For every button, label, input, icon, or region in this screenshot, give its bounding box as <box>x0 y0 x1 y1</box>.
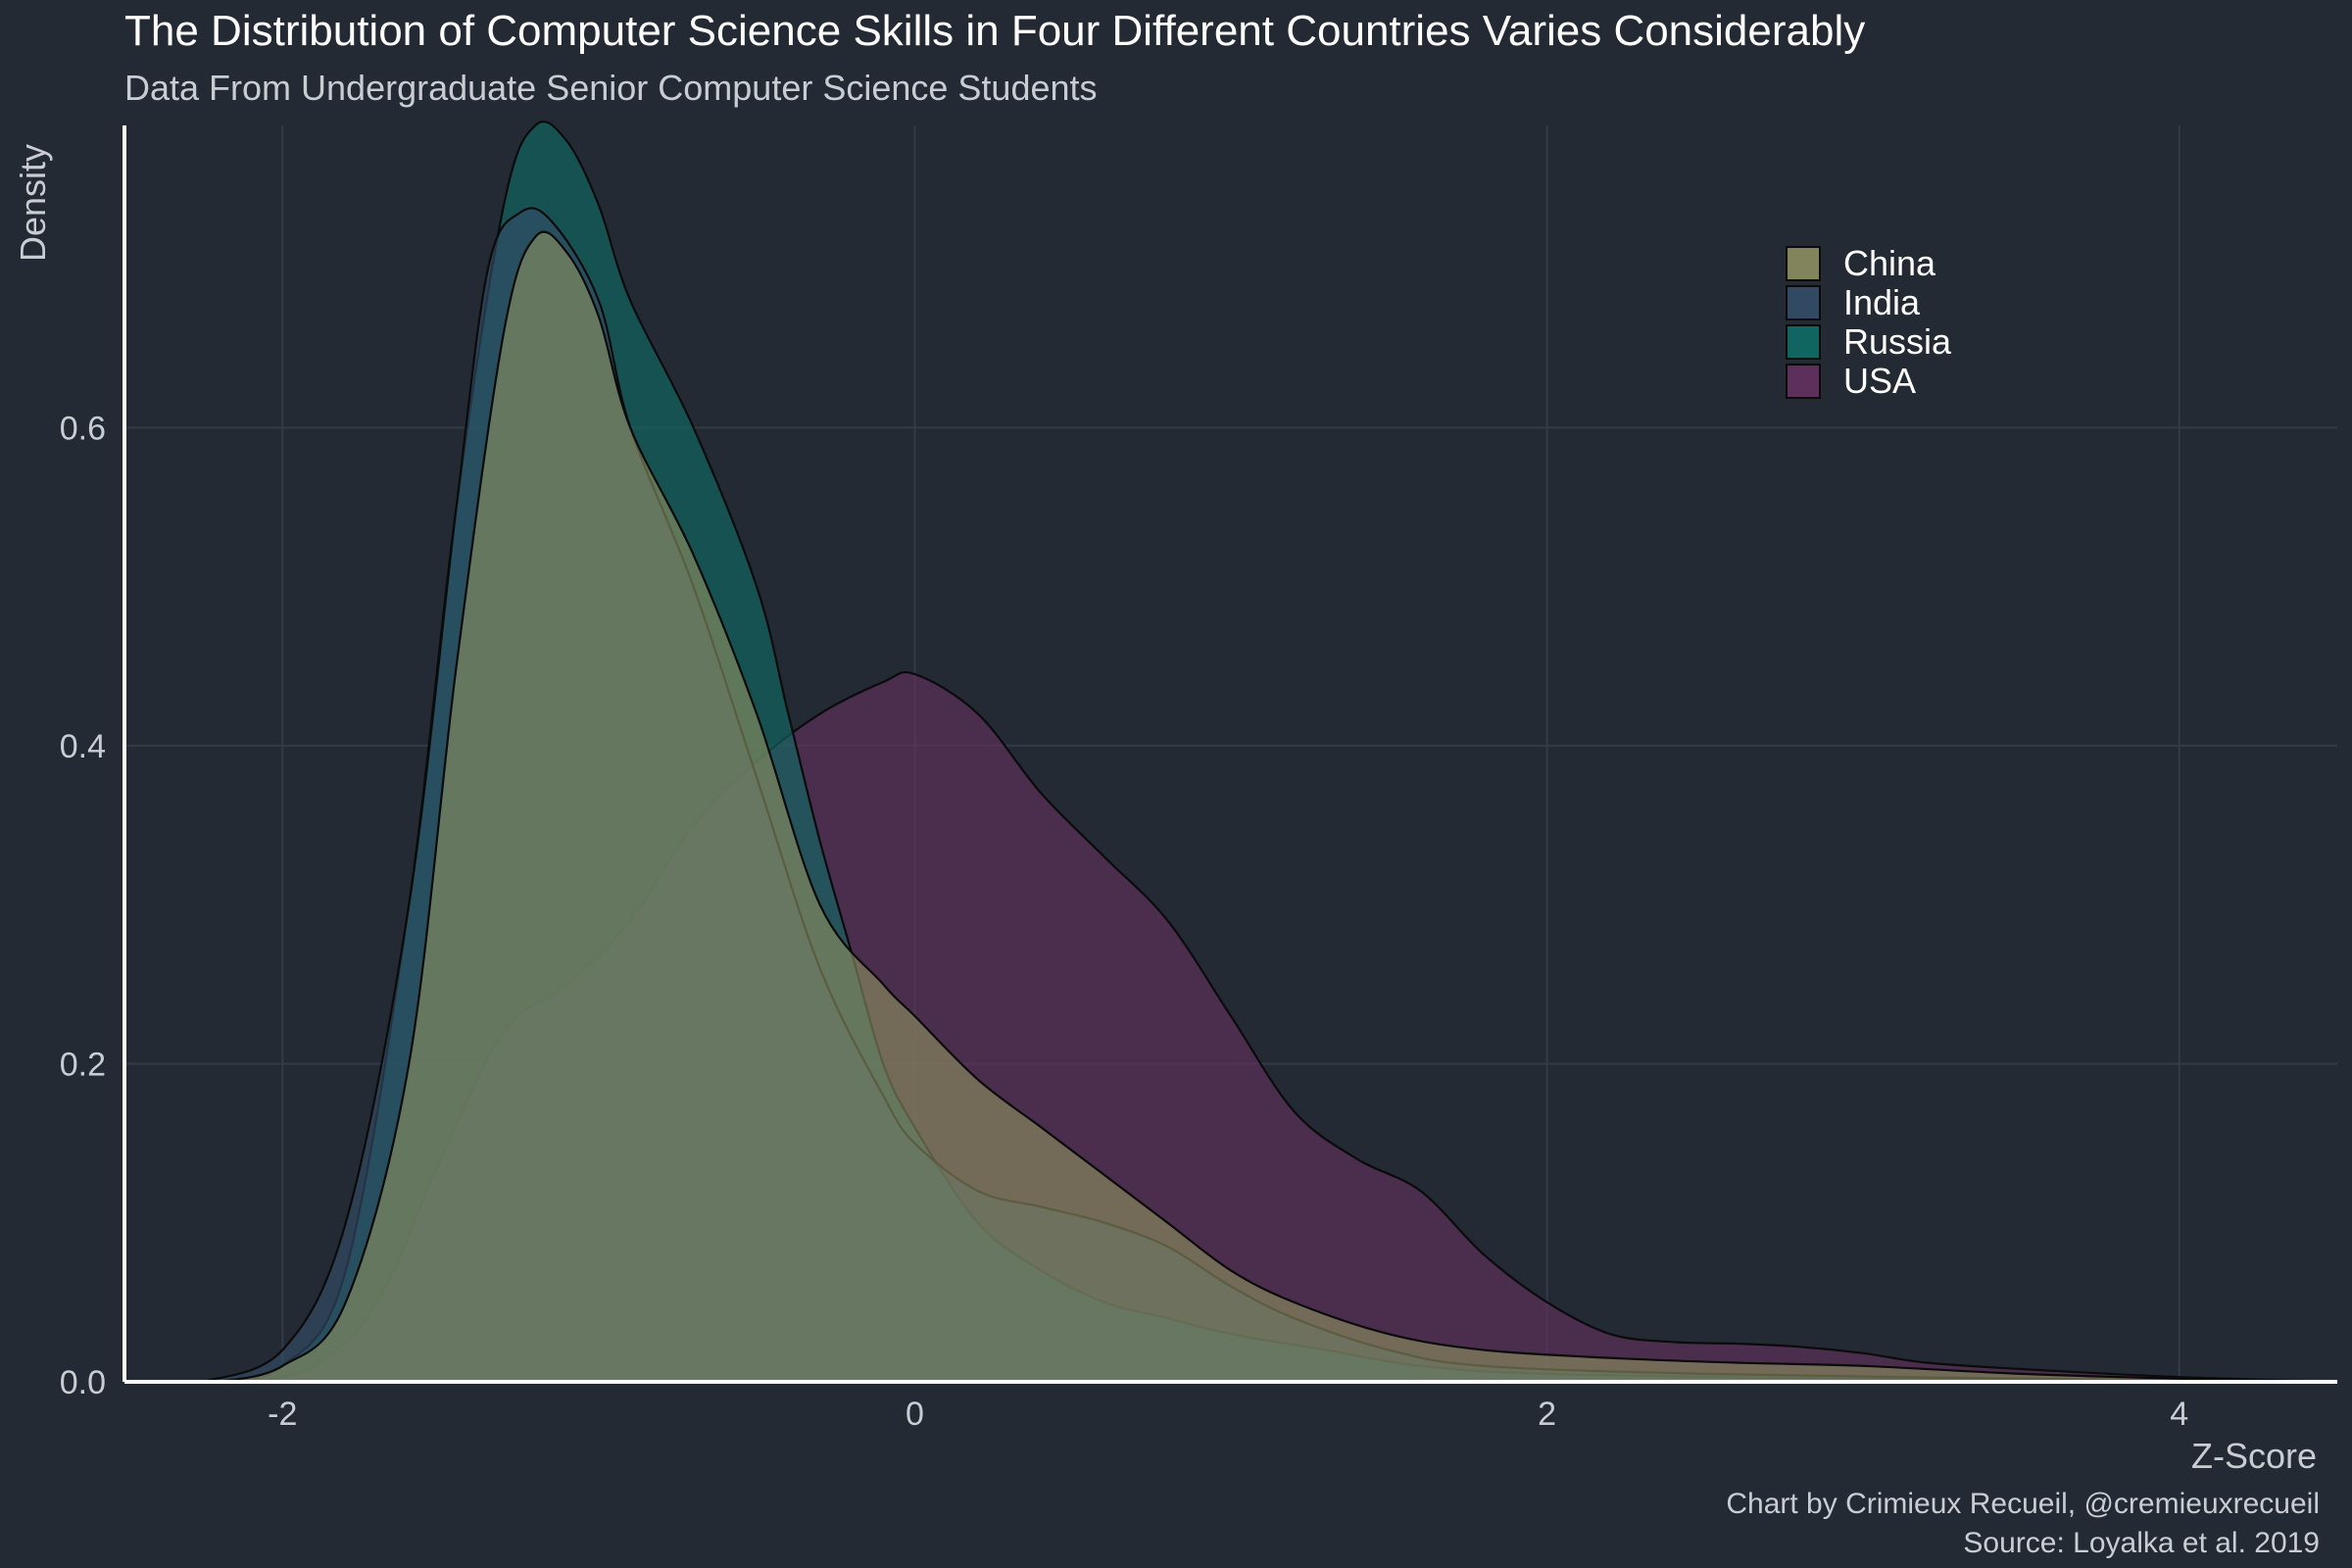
chart-title: The Distribution of Computer Science Ski… <box>124 7 1865 55</box>
chart-subtitle: Data From Undergraduate Senior Computer … <box>124 68 1098 108</box>
x-tick-labels: -2 0 2 4 <box>268 1396 2188 1433</box>
legend-swatch-usa <box>1786 364 1821 399</box>
legend-swatch-india <box>1786 285 1821 320</box>
y-tick-label-2: 0.4 <box>60 728 106 765</box>
x-tick-label-1: 0 <box>906 1396 924 1433</box>
density-areas <box>203 120 2338 1384</box>
caption-credit: Chart by Crimieux Recueil, @cremieuxrecu… <box>1726 1488 2320 1520</box>
y-axis-label: Density <box>13 144 53 262</box>
y-tick-labels: 0.0 0.2 0.4 0.6 <box>60 410 106 1401</box>
y-tick-label-1: 0.2 <box>60 1046 106 1083</box>
density-area-china <box>219 230 2338 1384</box>
legend-label-china: China <box>1843 243 1936 283</box>
legend-label-russia: Russia <box>1843 321 1952 362</box>
x-axis-label: Z-Score <box>2191 1436 2317 1476</box>
x-tick-label-3: 4 <box>2170 1396 2188 1433</box>
y-tick-label-0: 0.0 <box>60 1364 106 1401</box>
x-tick-label-0: -2 <box>268 1396 297 1433</box>
legend-label-india: India <box>1843 282 1921 322</box>
caption-source: Source: Loyalka et al. 2019 <box>1963 1527 2320 1559</box>
x-tick-label-2: 2 <box>1538 1396 1556 1433</box>
legend-swatch-china <box>1786 246 1821 281</box>
legend-swatch-russia <box>1786 324 1821 360</box>
y-tick-label-3: 0.6 <box>60 410 106 447</box>
legend-label-usa: USA <box>1843 361 1916 401</box>
